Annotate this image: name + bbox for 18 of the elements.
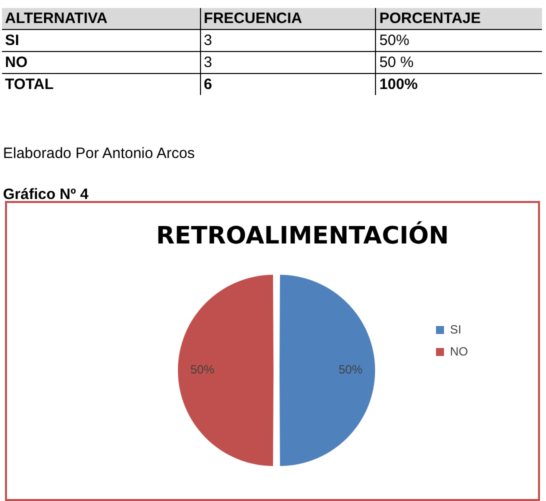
text: SI [4, 31, 20, 51]
chart-title: RETROALIMENTACIÓN [156, 220, 449, 250]
text: 6 [200, 74, 376, 95]
legend-label: NO [450, 344, 468, 358]
text: FRECUENCIA [200, 8, 376, 30]
text: Gráfico Nº 4 [3, 186, 89, 203]
text: 50% [376, 30, 542, 52]
text: 3 [200, 52, 376, 74]
text: NO [4, 53, 28, 73]
text: Elaborado Por Antonio Arcos [3, 145, 195, 162]
legend-label: SI [450, 322, 462, 336]
text: PORCENTAJE [376, 8, 542, 30]
data-label: 50% [190, 362, 215, 377]
text: TOTAL [4, 75, 55, 95]
text: 3 [200, 30, 376, 52]
data-label: 50% [338, 362, 363, 377]
text: 100% [376, 74, 542, 95]
text: 50 % [376, 52, 542, 74]
